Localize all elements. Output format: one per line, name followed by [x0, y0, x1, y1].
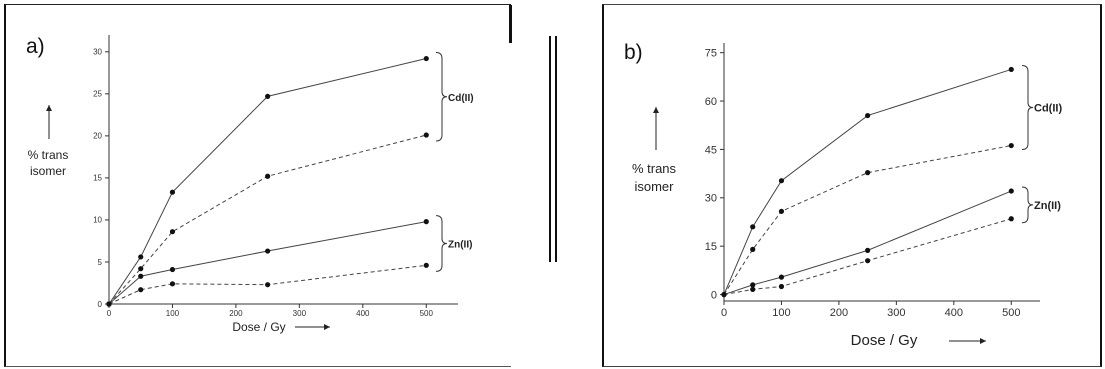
x-tick-label: 0 — [107, 309, 112, 318]
data-point — [750, 224, 756, 230]
data-point — [423, 219, 429, 225]
data-point — [423, 262, 429, 268]
x-tick-label: 500 — [1002, 307, 1020, 319]
y-tick-label: 0 — [98, 300, 103, 309]
y-label-arrow-head — [46, 105, 52, 111]
data-point — [778, 208, 785, 214]
group-brace — [1021, 64, 1034, 151]
data-point — [265, 282, 271, 288]
data-point — [1008, 188, 1014, 194]
chart-b-svg: 0 100 200 300 400 500 0 15 30 45 60 75 Cd(II) Zn(II) b… — [624, 41, 1062, 349]
x-axis-label: Dose / Gy — [232, 320, 285, 334]
panel-label: b) — [624, 41, 643, 64]
data-point — [750, 246, 756, 252]
group-brace — [435, 215, 448, 272]
y-axis-label: % trans — [632, 161, 677, 176]
y-tick-label: 30 — [93, 48, 102, 57]
group-brace — [435, 52, 448, 142]
data-point — [750, 282, 756, 288]
panel-a-right-border — [509, 5, 512, 43]
x-tick-label: 400 — [945, 307, 963, 319]
x-tick-label: 100 — [166, 309, 180, 318]
data-point — [865, 170, 871, 176]
data-point — [138, 287, 144, 293]
x-tick-label: 300 — [887, 307, 905, 319]
y-tick-label: 25 — [93, 90, 102, 99]
data-point — [1008, 66, 1014, 73]
y-tick-label: 45 — [705, 144, 717, 156]
group-brace — [1021, 186, 1034, 224]
series-line-2 — [723, 190, 1012, 296]
x-tick-label: 200 — [830, 307, 848, 319]
data-point — [138, 266, 144, 272]
y-tick-label: 75 — [705, 48, 717, 60]
data-point — [138, 254, 144, 260]
data-point — [721, 291, 727, 298]
separator-line-left — [549, 36, 551, 262]
y-tick-label: 60 — [705, 96, 717, 108]
group-label: Cd(II) — [448, 93, 474, 104]
data-point — [169, 266, 176, 273]
x-tick-label: 200 — [229, 309, 243, 318]
y-tick-label: 5 — [98, 258, 103, 267]
x-tick-label: 0 — [721, 307, 727, 319]
data-point — [865, 247, 871, 253]
data-point — [423, 132, 429, 138]
data-point — [423, 55, 429, 62]
series-line-2 — [108, 221, 427, 305]
x-label-arrow-head — [324, 324, 330, 330]
group-label: Zn(II) — [448, 239, 472, 250]
series-line-3 — [108, 264, 427, 305]
y-tick-label: 10 — [93, 216, 102, 225]
x-tick-label: 400 — [356, 309, 370, 318]
group-label: Cd(II) — [1034, 103, 1062, 115]
x-tick-label: 500 — [420, 309, 434, 318]
data-point — [750, 286, 756, 292]
data-point — [169, 281, 176, 287]
y-axis-label: isomer — [634, 179, 674, 194]
data-point — [1008, 142, 1014, 149]
y-tick-label: 20 — [93, 132, 102, 141]
x-tick-label: 300 — [293, 309, 307, 318]
series-line-1 — [723, 145, 1012, 295]
x-label-arrow-head — [980, 338, 986, 344]
y-axis-label: isomer — [30, 164, 66, 178]
y-tick-label: 30 — [705, 193, 717, 205]
panel-label: a) — [26, 35, 45, 58]
chart-panel-b: 0 100 200 300 400 500 0 15 30 45 60 75 Cd(II) Zn(II) b… — [602, 4, 1102, 367]
chart-a-svg: 0 100 200 300 400 500 0 5 10 15 20 25 30 Cd(II) Zn(II)… — [26, 35, 474, 334]
x-axis-label: Dose / Gy — [851, 332, 918, 349]
data-point — [265, 248, 271, 254]
data-point — [778, 178, 785, 184]
data-point — [265, 173, 271, 179]
x-tick-label: 100 — [772, 307, 790, 319]
data-point — [778, 283, 785, 290]
data-point — [169, 229, 176, 235]
data-point — [138, 273, 144, 279]
group-label: Zn(II) — [1034, 200, 1061, 212]
data-point — [778, 274, 785, 280]
y-axis-label: % trans — [28, 148, 69, 162]
data-point — [265, 93, 271, 99]
data-point — [169, 189, 176, 195]
data-point — [865, 112, 871, 119]
y-label-arrow-head — [653, 107, 659, 113]
data-point — [1008, 216, 1014, 222]
data-point — [865, 258, 871, 264]
series-line-1 — [108, 134, 427, 305]
separator-line-right — [555, 36, 557, 262]
chart-panel-a: 0 100 200 300 400 500 0 5 10 15 20 25 30 Cd(II) Zn(II)… — [4, 4, 512, 367]
data-point — [106, 301, 112, 307]
y-tick-label: 15 — [93, 174, 102, 183]
y-tick-label: 15 — [705, 241, 717, 253]
y-tick-label: 0 — [711, 289, 717, 301]
